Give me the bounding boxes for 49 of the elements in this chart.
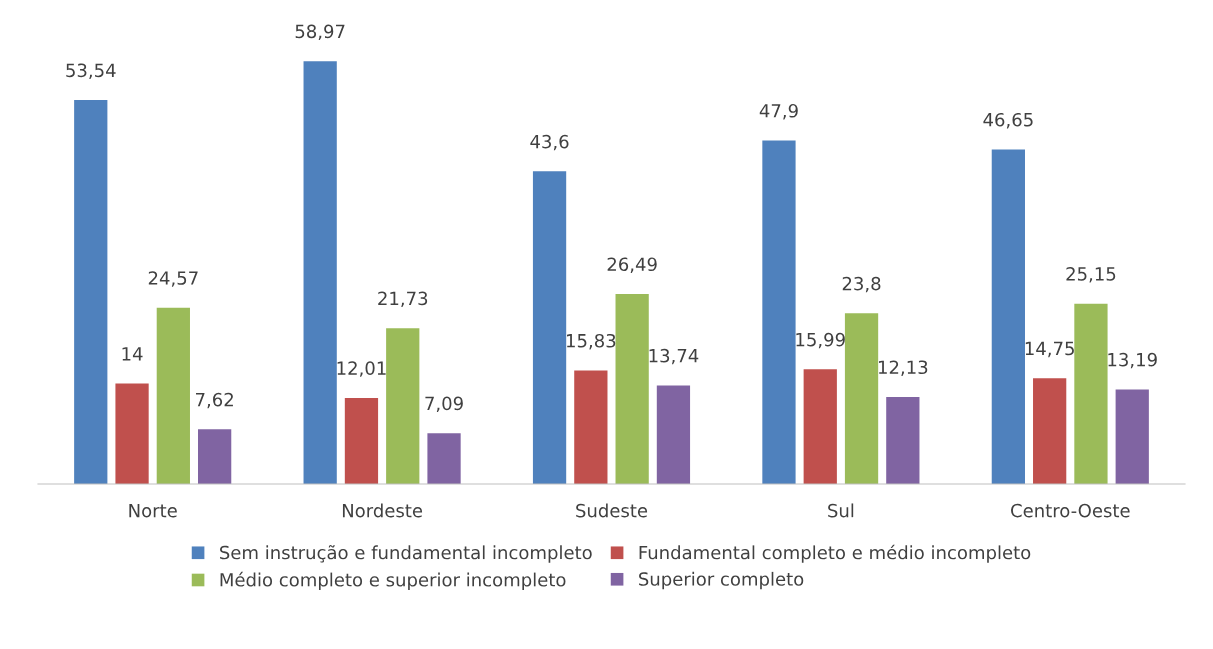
bar [991,149,1025,484]
legend-label: Médio completo e superior incompleto [220,571,566,591]
data-label: 15,83 [566,333,616,350]
bar [198,429,232,484]
bar [74,100,108,484]
bar [762,140,796,484]
data-label: 24,57 [148,271,198,287]
data-label: 43,6 [530,134,569,151]
bar [615,294,649,484]
data-label: 13,74 [649,348,699,365]
bar [115,383,149,484]
data-label: 26,49 [607,257,657,273]
data-label: 23,8 [842,276,881,293]
bar [886,397,920,484]
data-label: 12,13 [878,360,928,376]
data-label: 7,09 [425,396,463,413]
data-label: 14,75 [1025,341,1074,358]
bar [156,307,190,484]
legend-label: Fundamental completo e médio incompleto [639,544,1031,563]
data-label: 21,73 [378,291,428,308]
bar [803,369,837,484]
data-label: 13,19 [1108,352,1157,369]
data-label: 46,65 [983,112,1033,129]
x-tick-label: Sul [828,503,854,518]
x-tick-label: Nordeste [342,503,423,518]
data-label: 12,01 [337,361,386,377]
data-label: 25,15 [1066,267,1116,283]
data-label: 14 [122,347,143,361]
data-label: 15,99 [796,332,845,349]
bar [844,313,879,484]
bar [574,370,608,484]
bar [303,61,337,484]
data-label: 53,54 [66,63,116,79]
x-tick-label: Sudeste [576,503,648,518]
bar [1074,303,1108,484]
bar [532,171,567,484]
data-label: 47,9 [759,103,798,120]
bar [344,397,379,484]
legend-label: Sem instrução e fundamental incompleto [220,545,592,563]
legend-label: Superior completo [639,571,804,590]
bar [1033,378,1067,484]
bar [656,385,691,484]
bar [1115,389,1149,484]
data-label: 58,97 [295,24,345,41]
data-label: 7,62 [196,392,233,409]
x-tick-label: Norte [129,504,177,518]
x-tick-label: Centro-Oeste [1011,503,1130,518]
bar [427,433,461,484]
bar [386,328,420,484]
